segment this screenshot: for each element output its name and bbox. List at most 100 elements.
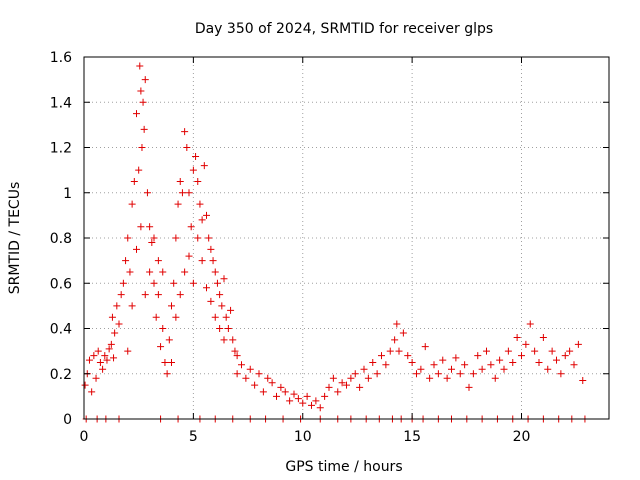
data-point <box>478 365 486 373</box>
data-point <box>105 345 113 353</box>
data-point <box>139 98 147 106</box>
data-point <box>229 336 237 344</box>
data-point <box>417 365 425 373</box>
data-point <box>246 365 254 373</box>
data-point <box>273 392 280 400</box>
data-point <box>553 356 560 364</box>
data-point <box>133 245 140 253</box>
data-point <box>303 392 311 400</box>
grid-lines <box>84 57 609 419</box>
data-point <box>143 189 151 197</box>
data-point <box>94 347 102 355</box>
data-point <box>469 370 477 378</box>
x-tick-label: 0 <box>80 429 89 445</box>
data-point <box>107 340 115 348</box>
data-point <box>456 370 464 378</box>
data-point <box>181 128 189 136</box>
data-point <box>395 347 403 355</box>
data-point <box>222 313 230 321</box>
data-point <box>185 189 193 197</box>
data-point <box>181 268 189 276</box>
data-point <box>137 87 145 95</box>
data-point <box>146 268 154 276</box>
data-point <box>185 252 193 260</box>
y-tick-label: 0.8 <box>50 231 72 247</box>
data-point <box>531 347 539 355</box>
data-point <box>216 325 224 332</box>
data-point <box>211 268 219 276</box>
data-point <box>203 284 210 292</box>
data-point <box>373 370 381 378</box>
data-point <box>535 358 543 366</box>
data-point <box>255 370 263 378</box>
data-point <box>343 381 350 389</box>
data-point <box>443 374 451 382</box>
data-point <box>88 388 96 396</box>
data-point <box>141 291 149 299</box>
data-point <box>81 381 89 389</box>
data-point <box>566 347 574 355</box>
data-point <box>231 347 239 355</box>
data-point <box>128 302 136 310</box>
y-tick-label: 0 <box>63 412 72 428</box>
data-point <box>157 343 165 351</box>
data-point <box>513 334 521 342</box>
data-point <box>154 257 162 265</box>
data-point <box>126 268 134 276</box>
data-point <box>110 354 118 362</box>
data-point <box>452 354 460 362</box>
data-point <box>207 297 215 305</box>
data-point <box>399 329 407 337</box>
data-point <box>159 268 167 276</box>
data-point <box>312 397 320 405</box>
data-point <box>391 336 399 344</box>
x-tick-label: 20 <box>513 429 531 445</box>
data-point <box>220 336 228 344</box>
data-point <box>522 340 530 348</box>
data-point <box>378 352 385 360</box>
data-point <box>213 279 221 287</box>
data-point <box>299 399 307 407</box>
data-point <box>85 356 93 364</box>
data-point <box>189 166 197 174</box>
data-point <box>294 395 302 403</box>
data-point <box>128 200 136 208</box>
data-point <box>154 291 162 299</box>
data-point <box>500 365 508 373</box>
y-tick-label: 1.2 <box>50 141 72 157</box>
data-point <box>146 223 154 231</box>
data-point <box>347 374 355 382</box>
x-tick-label: 10 <box>294 429 312 445</box>
data-point <box>421 343 429 351</box>
data-point <box>207 245 215 253</box>
data-point <box>176 177 184 185</box>
data-point <box>196 200 204 208</box>
data-point <box>561 352 569 360</box>
x-tick-labels: 0 5 10 15 20 <box>80 429 531 445</box>
data-point <box>192 153 200 161</box>
data-point <box>178 189 186 197</box>
data-point <box>140 125 148 133</box>
data-point <box>393 320 401 328</box>
data-point <box>92 374 100 382</box>
data-point <box>426 374 434 382</box>
plot-frame <box>83 56 610 420</box>
y-tick-label: 1.4 <box>50 95 72 111</box>
data-point <box>163 370 171 378</box>
data-point <box>119 279 127 287</box>
data-point <box>360 365 368 373</box>
data-point <box>172 234 180 242</box>
x-axis-title: GPS time / hours <box>285 459 402 475</box>
data-point <box>200 162 208 170</box>
data-point <box>316 404 324 412</box>
data-point <box>150 279 158 287</box>
data-point <box>413 370 420 378</box>
data-points <box>81 62 589 423</box>
data-point <box>115 320 123 328</box>
data-point <box>233 352 241 360</box>
data-point <box>150 234 158 242</box>
data-point <box>174 200 182 208</box>
data-point <box>570 361 578 369</box>
data-point <box>264 374 272 382</box>
data-point <box>281 388 289 396</box>
